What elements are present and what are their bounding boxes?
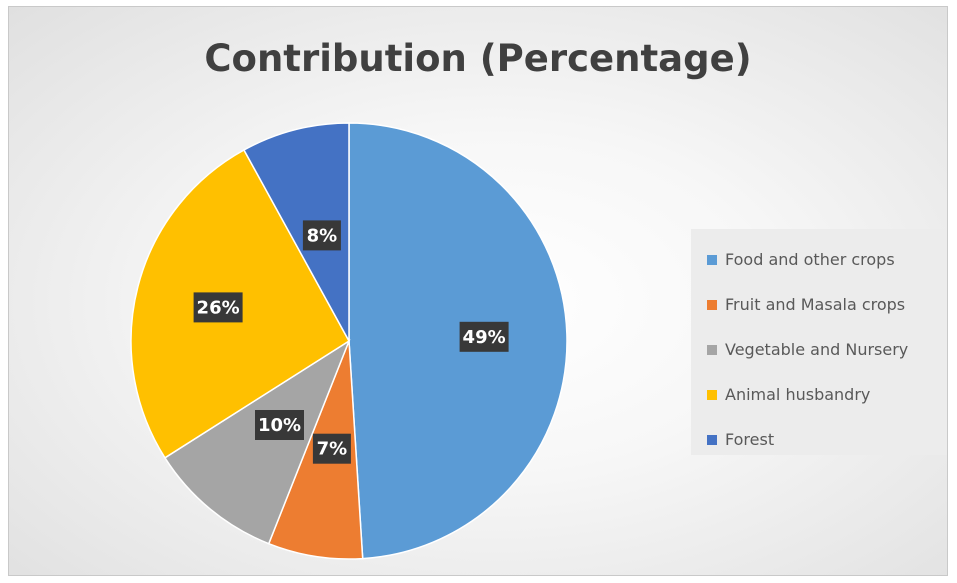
data-label-box-vegetable bbox=[255, 410, 304, 440]
legend-label-forest: Forest bbox=[725, 430, 775, 449]
data-label-fruit: 7% bbox=[312, 433, 351, 464]
pie-data-labels: 49% 7% 10% 26% 8% bbox=[193, 220, 509, 464]
legend-swatch-food bbox=[707, 254, 717, 265]
pie-slice-forest bbox=[242, 122, 350, 342]
legend-item-food: Food and other crops bbox=[707, 237, 947, 282]
legend-label-fruit: Fruit and Masala crops bbox=[725, 295, 906, 314]
pie-slice-vegetable bbox=[163, 339, 351, 545]
data-label-text-forest: 8% bbox=[307, 225, 338, 246]
legend-item-animal: Animal husbandry bbox=[707, 372, 947, 417]
legend-item-fruit: Fruit and Masala crops bbox=[707, 282, 947, 327]
data-label-box-fruit bbox=[312, 433, 351, 464]
legend-item-forest: Forest bbox=[707, 417, 947, 462]
data-label-box-food bbox=[459, 321, 509, 352]
data-label-box-forest bbox=[302, 220, 341, 251]
data-label-forest: 8% bbox=[302, 220, 341, 251]
chart-title: Contribution (Percentage) bbox=[204, 37, 752, 80]
legend-swatch-animal bbox=[707, 389, 717, 400]
pie-chart: 49% 7% 10% 26% 8% bbox=[130, 122, 568, 560]
pie-slice-food bbox=[348, 122, 568, 560]
legend-swatch-forest bbox=[707, 434, 717, 445]
data-label-text-food: 49% bbox=[463, 327, 506, 348]
data-label-text-vegetable: 10% bbox=[258, 415, 301, 436]
data-label-vegetable: 10% bbox=[255, 410, 304, 440]
chart-area: Contribution (Percentage) 49% 7% 10% 26% 8% … bbox=[8, 6, 948, 576]
legend-label-food: Food and other crops bbox=[725, 250, 895, 269]
legend-item-vegetable: Vegetable and Nursery bbox=[707, 327, 947, 372]
legend-swatch-vegetable bbox=[707, 344, 717, 355]
legend-label-vegetable: Vegetable and Nursery bbox=[725, 340, 909, 359]
legend-swatch-fruit bbox=[707, 299, 717, 310]
data-label-text-fruit: 7% bbox=[317, 439, 348, 460]
data-label-text-animal: 26% bbox=[197, 297, 240, 318]
data-label-box-animal bbox=[193, 292, 243, 323]
data-label-animal: 26% bbox=[193, 292, 243, 323]
data-label-food: 49% bbox=[459, 321, 509, 352]
legend-label-animal: Animal husbandry bbox=[725, 385, 871, 404]
legend: Food and other crops Fruit and Masala cr… bbox=[691, 229, 947, 455]
